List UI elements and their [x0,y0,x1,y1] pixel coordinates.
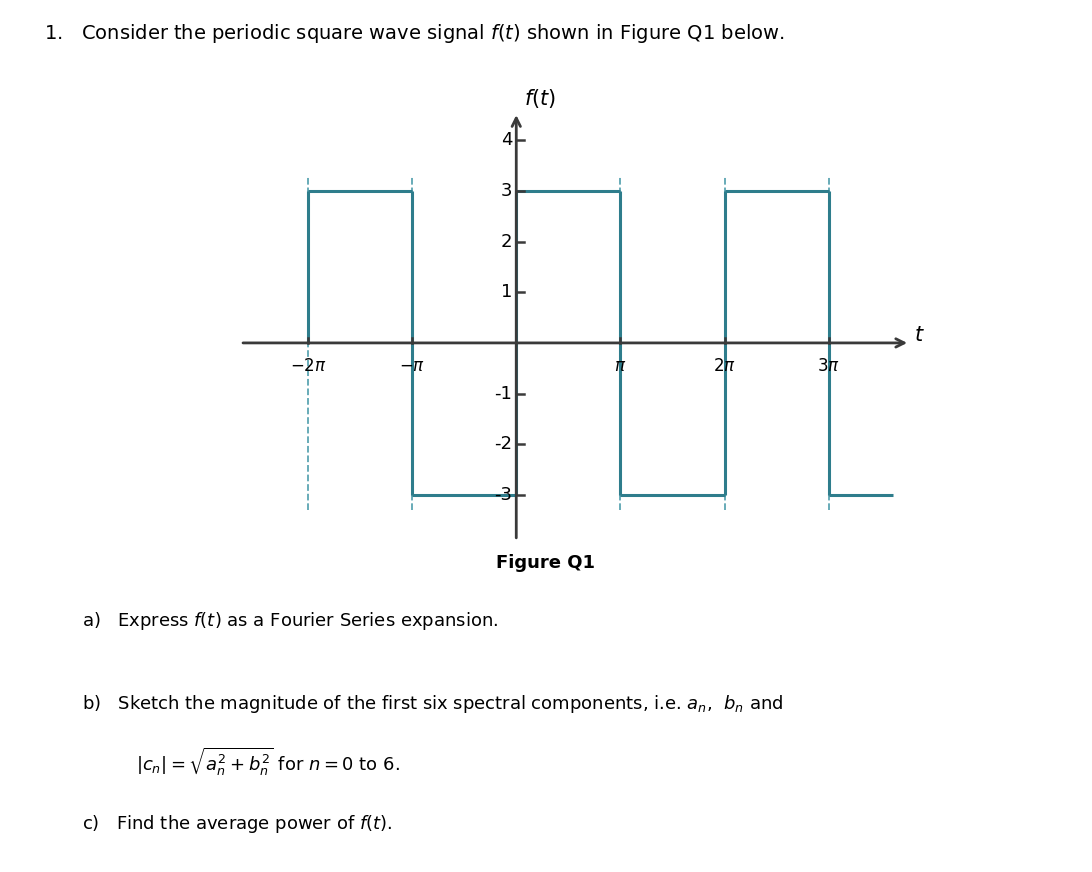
Text: -1: -1 [495,385,512,403]
Text: -3: -3 [495,486,512,504]
Text: $-\pi$: $-\pi$ [399,358,425,375]
Text: -2: -2 [495,435,512,453]
Text: 2: 2 [501,233,512,250]
Text: $|c_n| = \sqrt{a_n^2 + b_n^2}$ for $n = 0$ to 6.: $|c_n| = \sqrt{a_n^2 + b_n^2}$ for $n = … [136,746,401,778]
Text: Figure Q1: Figure Q1 [497,554,595,572]
Text: $-2\pi$: $-2\pi$ [289,358,327,375]
Text: $\pi$: $\pi$ [615,358,627,375]
Text: $t$: $t$ [914,325,925,345]
Text: 1.   Consider the periodic square wave signal $f(t)$ shown in Figure Q1 below.: 1. Consider the periodic square wave sig… [44,22,784,44]
Text: b)   Sketch the magnitude of the first six spectral components, i.e. $a_n$,  $b_: b) Sketch the magnitude of the first six… [82,693,783,715]
Text: 3: 3 [501,182,512,200]
Text: 4: 4 [501,131,512,149]
Text: 1: 1 [501,283,512,301]
Text: $3\pi$: $3\pi$ [817,358,840,375]
Text: c)   Find the average power of $f(t)$.: c) Find the average power of $f(t)$. [82,813,392,835]
Text: $f(t)$: $f(t)$ [523,86,556,110]
Text: $2\pi$: $2\pi$ [713,358,736,375]
Text: a)   Express $f(t)$ as a Fourier Series expansion.: a) Express $f(t)$ as a Fourier Series ex… [82,610,498,632]
